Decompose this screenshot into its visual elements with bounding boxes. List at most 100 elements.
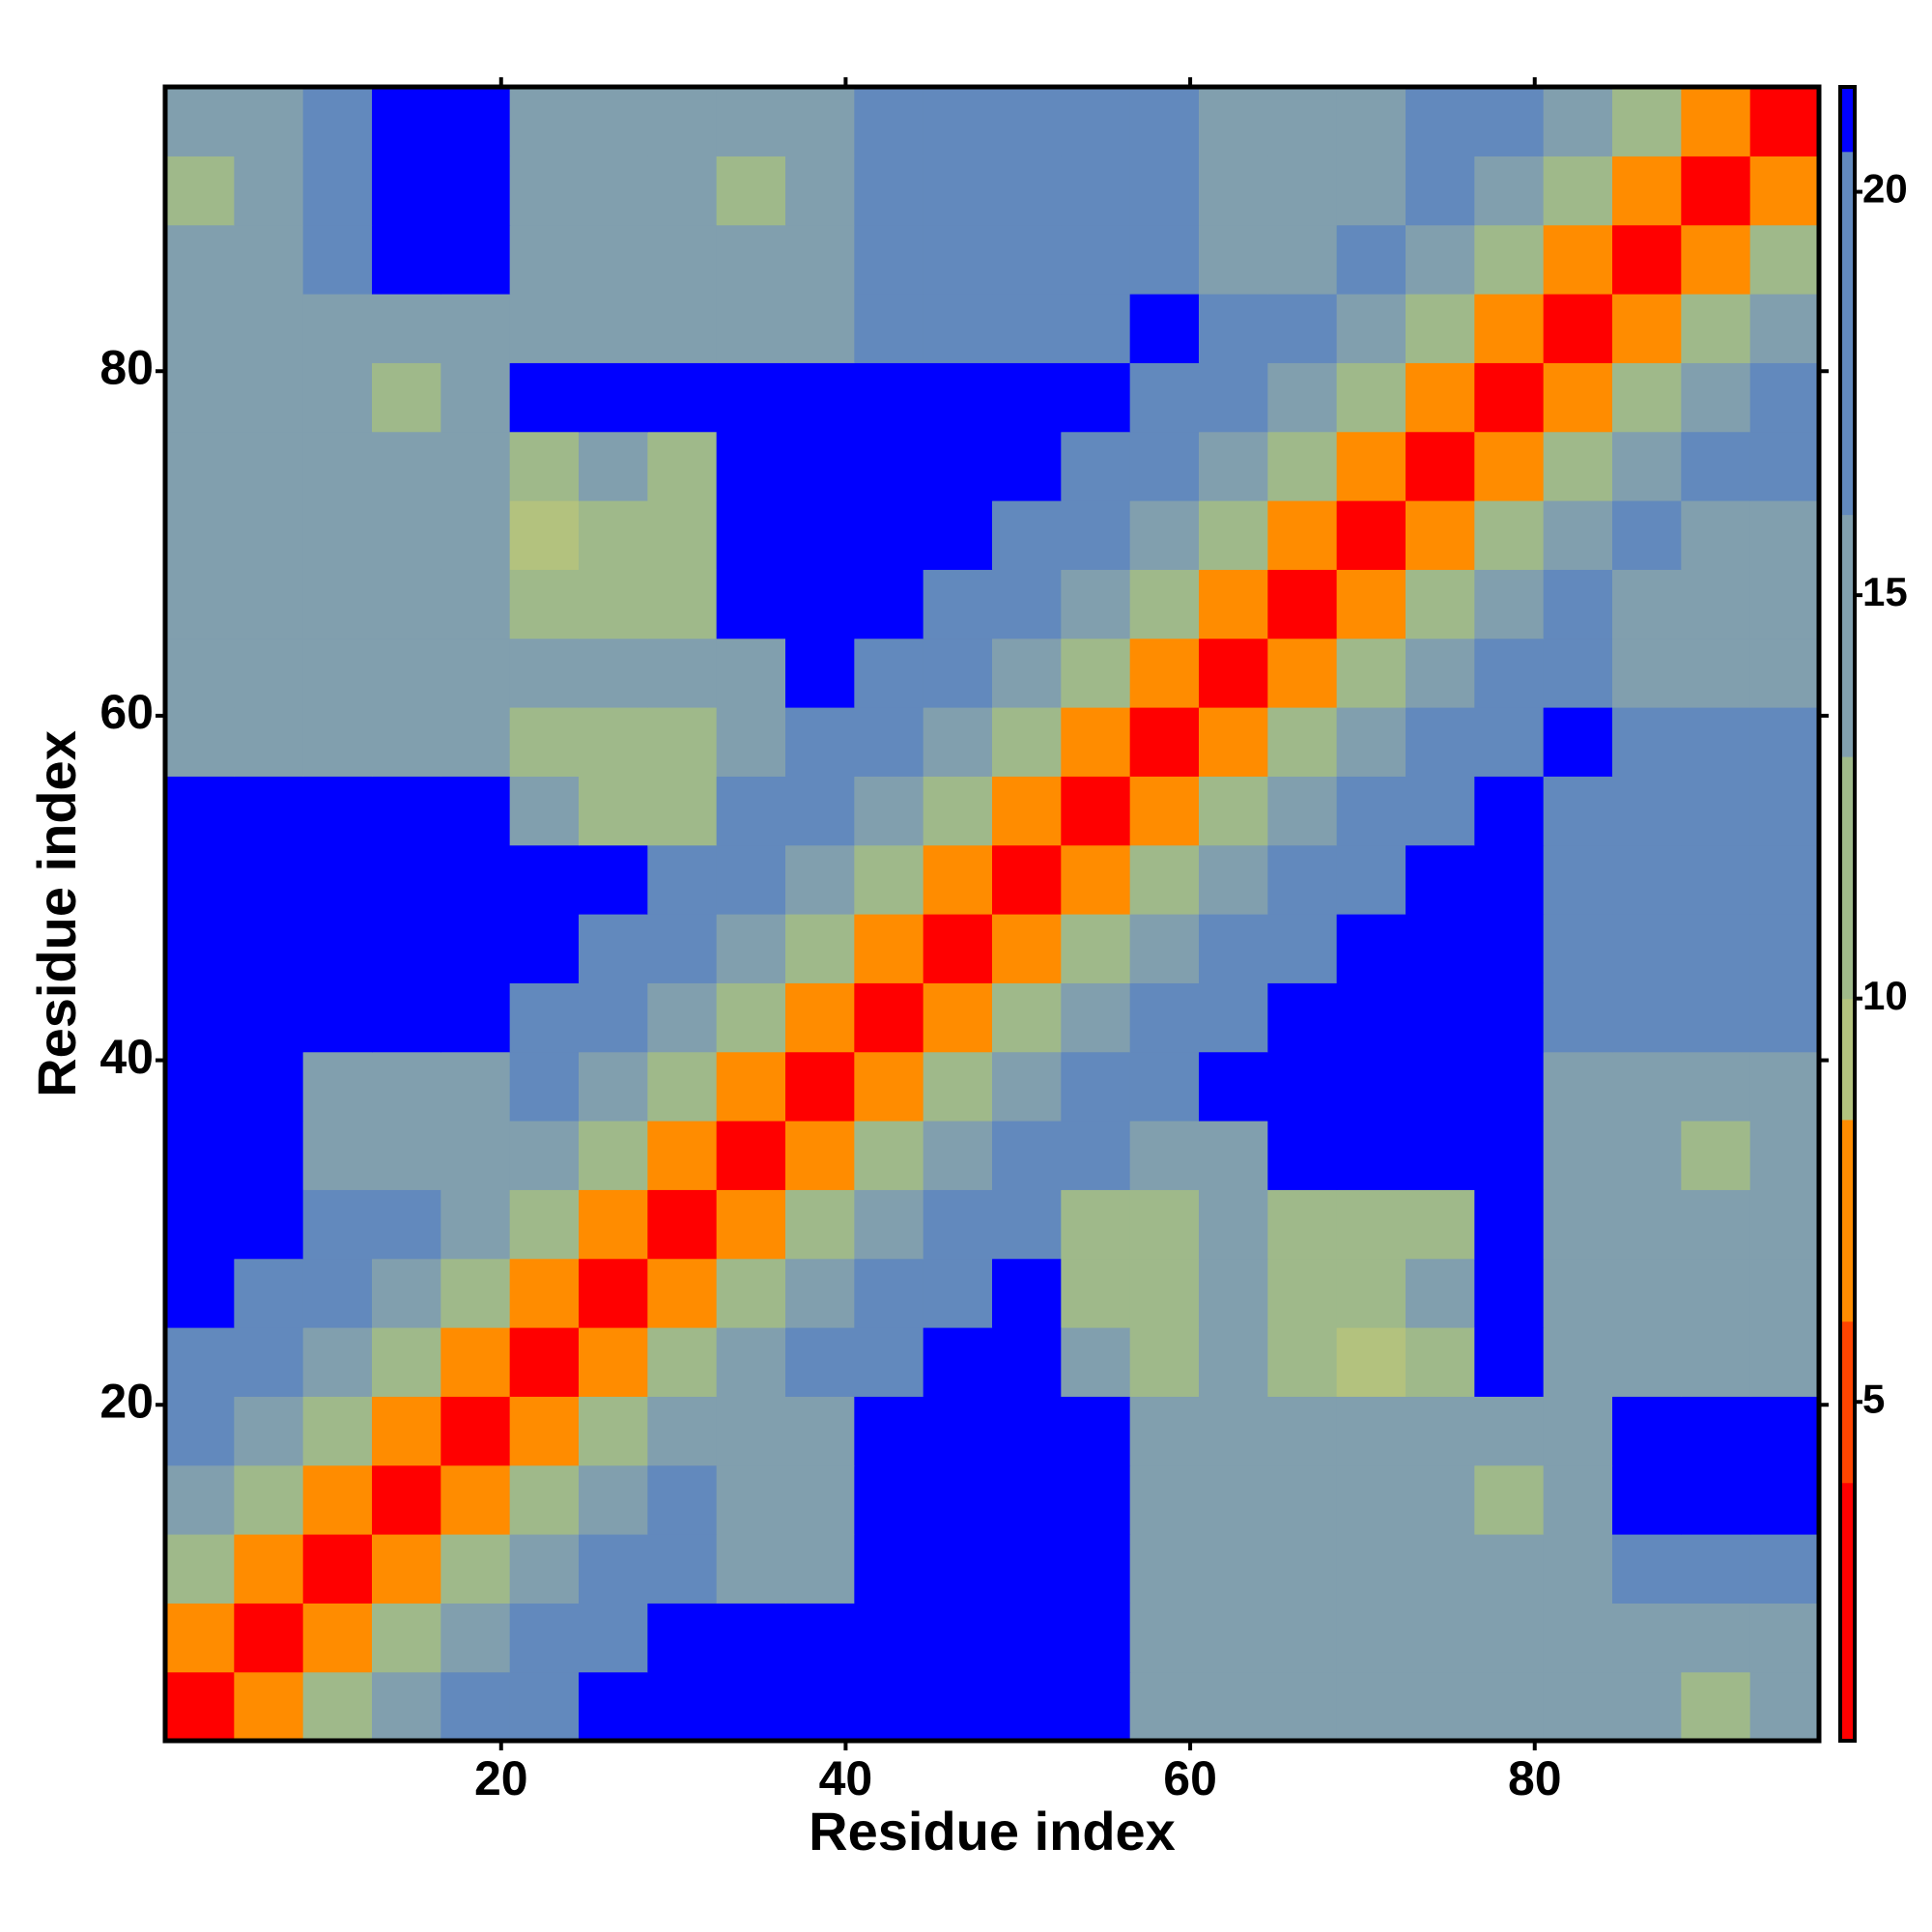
heatmap-cell (302, 1051, 373, 1122)
heatmap-cell (1061, 844, 1131, 915)
heatmap-cell (302, 294, 373, 363)
heatmap-cell (1681, 362, 1751, 433)
heatmap-cell (1336, 1603, 1406, 1673)
heatmap-cell (165, 156, 235, 226)
heatmap-cell (1267, 776, 1338, 846)
heatmap-cell (785, 294, 855, 363)
heatmap-cell (1474, 1189, 1545, 1260)
heatmap-cell (992, 87, 1062, 156)
heatmap-cells (165, 87, 1820, 1742)
heatmap-cell (440, 362, 511, 433)
heatmap-cell (1129, 1121, 1200, 1190)
heatmap-cell (1336, 1396, 1406, 1466)
heatmap-cell (165, 914, 235, 983)
heatmap-cell (1199, 431, 1268, 501)
heatmap-cell (579, 1189, 648, 1260)
heatmap-cell (509, 500, 580, 570)
heatmap-cell (854, 1534, 924, 1604)
heatmap-cell (1612, 1671, 1682, 1742)
heatmap-cell (1267, 1464, 1338, 1535)
heatmap-cell (165, 1603, 235, 1673)
heatmap-cell (302, 1189, 373, 1260)
heatmap-cell (647, 1534, 718, 1604)
heatmap-cell (785, 1534, 855, 1604)
heatmap-cell (647, 776, 718, 846)
heatmap-cell (992, 156, 1062, 226)
heatmap-cell (1749, 362, 1820, 433)
heatmap-cell (1474, 1396, 1545, 1466)
heatmap-cell (1749, 638, 1820, 708)
heatmap-cell (302, 500, 373, 570)
heatmap-cell (1336, 1534, 1406, 1604)
heatmap-cell (854, 569, 924, 639)
heatmap-cell (716, 431, 786, 501)
heatmap-cell (579, 1051, 648, 1122)
heatmap-cell (785, 707, 855, 777)
heatmap-cell (579, 431, 648, 501)
heatmap-cell (1199, 638, 1268, 708)
heatmap-cell (854, 1258, 924, 1328)
heatmap-cell (165, 1121, 235, 1190)
heatmap-cell (716, 776, 786, 846)
heatmap-cell (372, 638, 441, 708)
heatmap-cell (923, 1396, 993, 1466)
heatmap-cell (234, 431, 304, 501)
heatmap-cell (1406, 1189, 1475, 1260)
heatmap-cell (923, 362, 993, 433)
heatmap-cell (1612, 224, 1682, 295)
heatmap-cell (1612, 776, 1682, 846)
heatmap-cell (647, 1051, 718, 1122)
heatmap-cell (1681, 1258, 1751, 1328)
heatmap-cell (509, 362, 580, 433)
heatmap-cell (372, 500, 441, 570)
heatmap-cell (440, 431, 511, 501)
heatmap-cell (234, 1121, 304, 1190)
colorbar-band (1840, 998, 1855, 1121)
heatmap-cell (1199, 1534, 1268, 1604)
heatmap-cell (1061, 1603, 1131, 1673)
heatmap-cell (1199, 87, 1268, 156)
heatmap-cell (1129, 707, 1200, 777)
heatmap-cell (716, 638, 786, 708)
heatmap-cell (1406, 707, 1475, 777)
heatmap-cell (1199, 1671, 1268, 1742)
heatmap-cell (165, 638, 235, 708)
heatmap-cell (165, 294, 235, 363)
heatmap-cell (1543, 1671, 1613, 1742)
heatmap-cell (1267, 1603, 1338, 1673)
heatmap-cell (1061, 914, 1131, 983)
heatmap-cell (923, 1121, 993, 1190)
heatmap-cell (854, 1464, 924, 1535)
heatmap-cell (234, 1464, 304, 1535)
heatmap-cell (716, 294, 786, 363)
heatmap-cell (1749, 156, 1820, 226)
heatmap-cell (854, 707, 924, 777)
heatmap-cell (716, 500, 786, 570)
heatmap-cell (579, 569, 648, 639)
heatmap-cell (785, 914, 855, 983)
heatmap-cell (1267, 982, 1338, 1053)
heatmap-cell (1543, 1051, 1613, 1122)
heatmap-cell (1129, 294, 1200, 363)
heatmap-cell (1681, 87, 1751, 156)
heatmap-cell (509, 1464, 580, 1535)
heatmap-cell (1199, 1189, 1268, 1260)
heatmap-cell (234, 1258, 304, 1328)
heatmap-cell (165, 776, 235, 846)
heatmap-cell (1406, 638, 1475, 708)
heatmap-cell (372, 1464, 441, 1535)
heatmap-cell (1199, 1051, 1268, 1122)
heatmap-cell (372, 1327, 441, 1397)
heatmap-cell (1267, 1671, 1338, 1742)
heatmap-cell (302, 844, 373, 915)
heatmap-cell (579, 914, 648, 983)
heatmap-cell (440, 87, 511, 156)
heatmap-cell (1267, 1534, 1338, 1604)
heatmap-cell (1129, 1534, 1200, 1604)
heatmap-cell (854, 844, 924, 915)
heatmap-cell (1543, 1258, 1613, 1328)
heatmap-cell (1199, 294, 1268, 363)
heatmap-cell (1129, 982, 1200, 1053)
heatmap-cell (1267, 1051, 1338, 1122)
heatmap-cell (1612, 638, 1682, 708)
